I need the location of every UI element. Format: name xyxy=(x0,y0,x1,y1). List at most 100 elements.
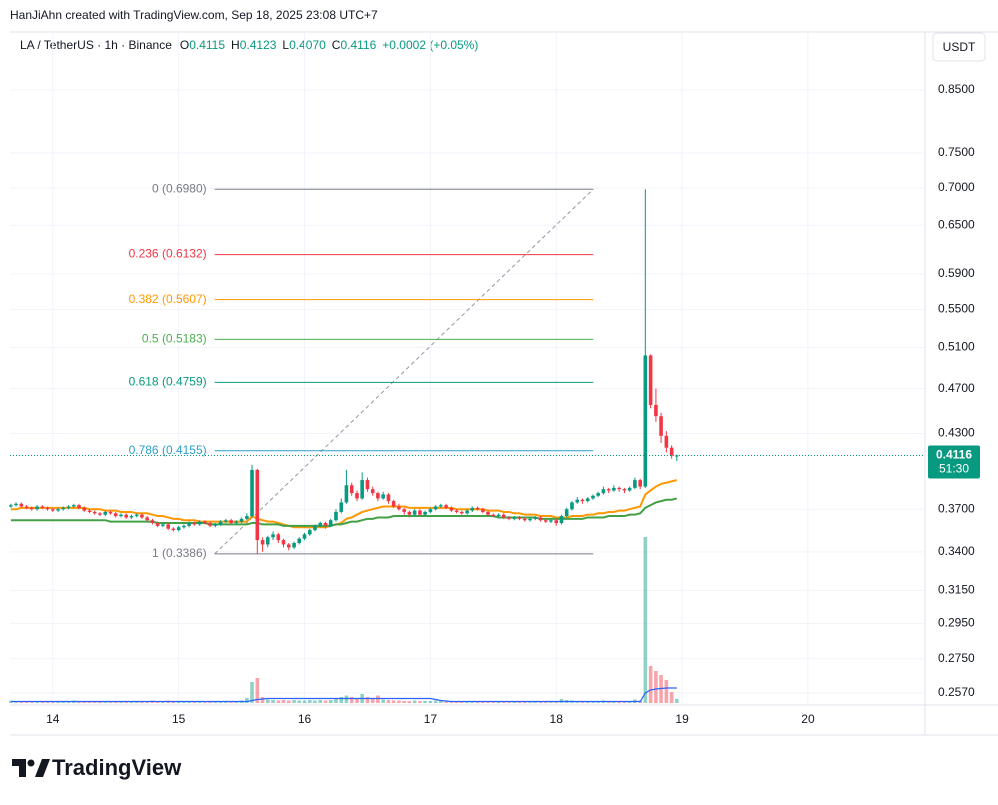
candle-body xyxy=(549,520,553,522)
candle-body xyxy=(339,502,344,512)
candle-body xyxy=(501,514,506,518)
candle-body xyxy=(192,523,197,525)
volume-bar xyxy=(108,701,113,703)
candle-body xyxy=(481,509,485,512)
fib-label: 1 (0.3386) xyxy=(152,546,207,560)
brand-name: TradingView xyxy=(52,755,182,780)
candle-body xyxy=(35,506,39,510)
volume-bar xyxy=(370,698,375,703)
fib-label: 0.618 (0.4759) xyxy=(129,375,207,389)
y-tick-label: 0.2950 xyxy=(938,616,975,630)
candle-body xyxy=(9,505,13,507)
candle-body xyxy=(585,498,590,502)
volume-bar xyxy=(334,699,338,703)
volume-bar xyxy=(423,701,427,703)
volume-bar xyxy=(19,701,24,703)
currency-label[interactable]: USDT xyxy=(943,40,976,54)
candle-body xyxy=(113,513,118,517)
volume-bar xyxy=(56,701,60,703)
ohlc-value: 0.4070 xyxy=(289,38,326,52)
ohlc-value: 0.4116 xyxy=(340,38,376,52)
volume-bar xyxy=(313,700,317,703)
candle-body xyxy=(559,516,564,524)
ohlc-value: 0.4123 xyxy=(240,38,277,52)
candle-body xyxy=(475,507,480,510)
volume-bar xyxy=(271,700,275,703)
volume-bar xyxy=(481,701,485,703)
currency-button[interactable]: USDT xyxy=(932,32,986,62)
candle-body xyxy=(318,523,323,526)
candle-body xyxy=(134,514,139,517)
candle-body xyxy=(449,507,454,511)
ohlc-key: L xyxy=(282,38,289,52)
legend: LA / TetherUS · 1h · Binance O0.4115 H0.41… xyxy=(20,38,478,52)
candle-body xyxy=(428,509,433,512)
candle-body xyxy=(72,505,76,507)
candle-body xyxy=(77,505,81,508)
candle-body xyxy=(328,520,333,526)
x-tick-label: 19 xyxy=(675,712,689,726)
candle-body xyxy=(171,528,176,531)
candle-body xyxy=(140,514,144,518)
candle-body xyxy=(355,493,359,499)
candle-body xyxy=(281,540,286,545)
candle-body xyxy=(234,521,239,524)
candle-body xyxy=(627,487,632,491)
candle-body xyxy=(633,480,637,488)
volume-bar xyxy=(391,700,396,703)
candle-body xyxy=(119,514,123,517)
volume-bar xyxy=(418,701,422,703)
candle-body xyxy=(423,511,427,515)
volume-bar xyxy=(339,697,344,703)
candle-body xyxy=(580,499,585,502)
candle-body xyxy=(218,521,223,525)
candle-body xyxy=(66,506,71,508)
candle-body xyxy=(391,501,396,507)
candle-body xyxy=(591,495,595,499)
volume-ma-line xyxy=(10,687,677,703)
ohlc-key: O xyxy=(180,38,189,52)
volume-bar xyxy=(580,701,585,703)
candle-body xyxy=(14,503,18,506)
volume-bar xyxy=(428,701,433,703)
volume-bar xyxy=(407,701,412,703)
volume-bar xyxy=(549,701,553,703)
candle-body xyxy=(255,469,260,541)
currency-button-box[interactable] xyxy=(932,32,986,62)
volume-bar xyxy=(161,701,165,703)
volume-bar xyxy=(92,701,97,703)
volume-bar xyxy=(664,680,669,703)
candle-body xyxy=(606,489,611,491)
volume-bar xyxy=(218,701,223,703)
y-tick-label: 0.5500 xyxy=(938,302,975,316)
candle-body xyxy=(197,521,202,525)
ohlc-key: H xyxy=(231,38,240,52)
candle-body xyxy=(517,517,522,519)
candle-body xyxy=(522,518,527,521)
candle-body xyxy=(245,516,249,519)
x-tick-label: 17 xyxy=(424,712,438,726)
candle-body xyxy=(365,480,370,490)
candle-body xyxy=(155,523,160,526)
fib-trendline xyxy=(214,188,594,555)
candle-body xyxy=(643,355,648,487)
volume-bar xyxy=(349,697,354,703)
volume-bar xyxy=(281,700,286,703)
x-tick-label: 14 xyxy=(46,712,60,726)
fib-label: 0.382 (0.5607) xyxy=(129,292,207,306)
candle-body xyxy=(61,507,66,510)
volume-bar xyxy=(402,701,406,703)
candle-body xyxy=(239,518,244,522)
candle-body xyxy=(407,511,412,515)
candle-body xyxy=(103,511,108,515)
volume-bar xyxy=(433,700,438,703)
candle-body xyxy=(617,487,621,490)
candle-body xyxy=(397,506,401,510)
credit: HanJiAhn created with TradingView.com, S… xyxy=(10,8,378,22)
candle-body xyxy=(601,489,606,494)
volume-bar xyxy=(669,692,674,703)
logo-mark xyxy=(12,759,26,777)
volume-bar xyxy=(82,701,87,703)
candle-body xyxy=(19,503,24,507)
candle-body xyxy=(418,510,422,515)
